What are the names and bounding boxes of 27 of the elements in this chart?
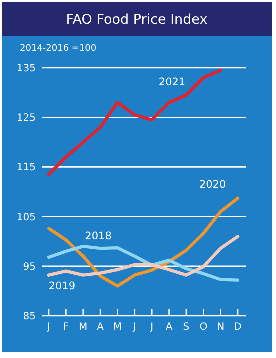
y-tick-label: 115 <box>16 162 36 174</box>
x-tick-label: F <box>63 322 70 333</box>
x-tick-label: J <box>46 322 50 333</box>
series-label: 2019 <box>48 280 76 292</box>
y-tick-label: 125 <box>16 113 36 124</box>
y-tick-label: 95 <box>23 262 36 273</box>
x-tick-label: J <box>132 322 136 333</box>
series-label: 2021 <box>158 76 186 89</box>
y-tick-label: 85 <box>23 312 36 322</box>
x-tick-label: A <box>97 322 104 333</box>
line-series <box>47 68 222 176</box>
line-series <box>47 244 240 282</box>
x-tick-label: M <box>113 322 122 333</box>
y-tick-label: 105 <box>16 212 36 224</box>
chart-title: FAO Food Price Index <box>66 12 208 28</box>
x-tick-label: S <box>183 322 190 333</box>
line-series <box>47 196 240 288</box>
series-label: 2018 <box>85 230 112 243</box>
y-tick-label: 135 <box>16 64 36 74</box>
series-label: 2020 <box>199 178 226 191</box>
x-tick-label: D <box>234 322 242 333</box>
x-tick-label: N <box>217 322 225 333</box>
x-tick-label: M <box>79 322 88 333</box>
x-tick-label: J <box>150 322 154 333</box>
x-tick-label: A <box>166 322 173 333</box>
y-axis-title: 2014-2016 =100 <box>20 44 97 54</box>
x-tick-label: O <box>200 322 208 333</box>
